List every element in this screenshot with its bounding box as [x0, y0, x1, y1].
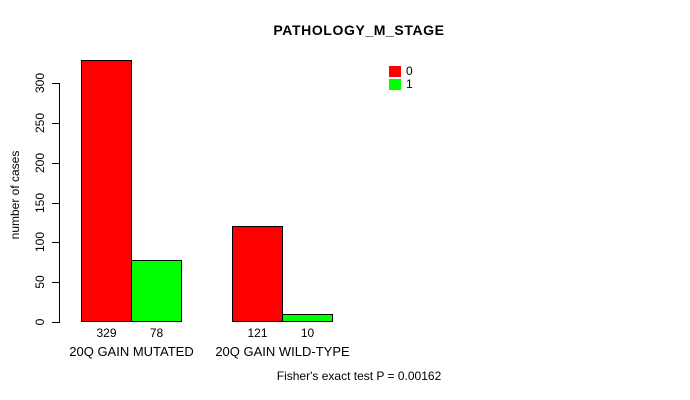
legend: 0 1 [389, 65, 413, 91]
y-axis-line [59, 83, 60, 323]
y-tick-label: 150 [33, 192, 47, 213]
legend-swatch-0 [389, 66, 401, 77]
y-tick [52, 282, 59, 284]
bar-value-label: 78 [149, 326, 164, 340]
chart-title: PATHOLOGY_M_STAGE [273, 22, 445, 38]
y-tick [52, 162, 59, 164]
y-tick [52, 122, 59, 124]
y-tick-label: 250 [33, 112, 47, 133]
bar-series1-group1 [282, 314, 333, 322]
legend-label-0: 0 [406, 64, 413, 78]
annotation-text: Fisher's exact test P = 0.00162 [276, 369, 442, 383]
bar-value-label: 10 [300, 326, 315, 340]
legend-label-1: 1 [406, 77, 413, 91]
bar-series0-group1 [232, 225, 283, 322]
bar-value-label: 329 [96, 326, 117, 340]
bar-series1-group0 [131, 259, 182, 322]
y-tick [52, 242, 59, 244]
y-axis-label: number of cases [8, 150, 22, 240]
y-tick-label: 200 [33, 152, 47, 173]
legend-entry-0: 0 [389, 65, 413, 78]
y-tick-label: 50 [33, 275, 47, 289]
bar-series0-group0 [81, 59, 132, 322]
bar-value-label: 121 [247, 326, 268, 340]
y-tick-label: 0 [33, 318, 47, 326]
y-tick [52, 322, 59, 323]
y-tick [52, 83, 59, 84]
legend-entry-1: 1 [389, 78, 413, 91]
legend-swatch-1 [389, 79, 401, 90]
category-label: 20Q GAIN WILD-TYPE [215, 344, 350, 359]
y-tick-label: 100 [33, 232, 47, 253]
category-label: 20Q GAIN MUTATED [69, 344, 194, 359]
y-tick [52, 202, 59, 204]
y-tick-label: 300 [33, 72, 47, 94]
